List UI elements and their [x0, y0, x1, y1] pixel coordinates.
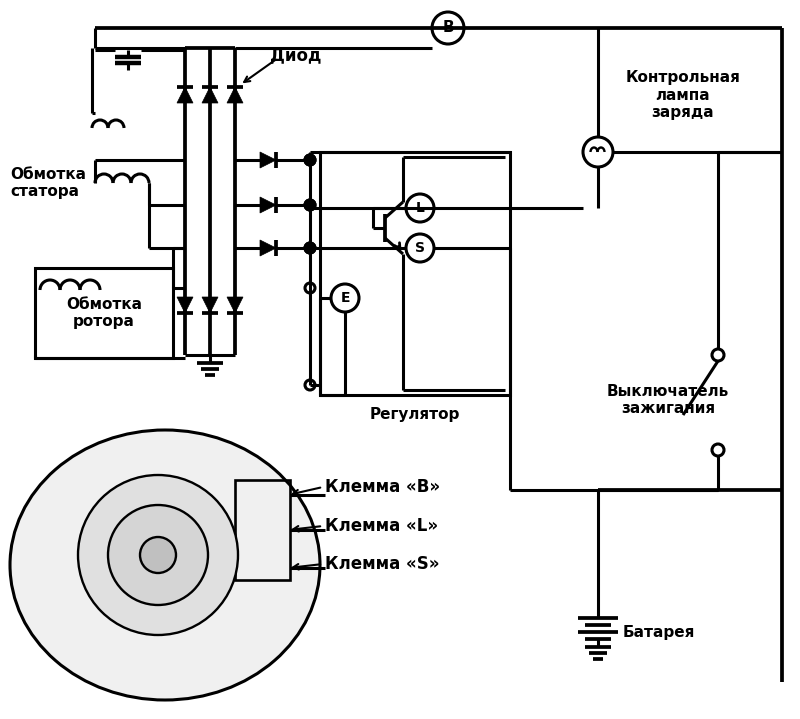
Polygon shape [177, 297, 193, 313]
Circle shape [78, 475, 238, 635]
Polygon shape [227, 87, 243, 103]
Polygon shape [260, 152, 276, 168]
Text: E: E [340, 291, 350, 305]
Text: Обмотка
ротора: Обмотка ротора [66, 297, 142, 329]
Text: Батарея: Батарея [623, 625, 695, 639]
Text: Клемма «S»: Клемма «S» [325, 555, 439, 573]
Text: Клемма «L»: Клемма «L» [325, 517, 438, 535]
Ellipse shape [10, 430, 320, 700]
Circle shape [305, 155, 315, 165]
Bar [35, 268, 173, 358]
Circle shape [712, 349, 724, 361]
Circle shape [140, 537, 176, 573]
Circle shape [331, 284, 359, 312]
Circle shape [305, 380, 315, 390]
Text: S: S [415, 241, 425, 255]
Circle shape [305, 200, 315, 210]
Bar [320, 152, 510, 395]
Circle shape [305, 283, 315, 293]
Polygon shape [202, 297, 218, 313]
Circle shape [305, 200, 315, 210]
Circle shape [108, 505, 208, 605]
Polygon shape [260, 240, 276, 256]
Text: Клемма «B»: Клемма «B» [325, 478, 440, 496]
Circle shape [432, 12, 464, 44]
Polygon shape [177, 87, 193, 103]
Text: L: L [415, 201, 425, 215]
Text: Обмотка
статора: Обмотка статора [10, 167, 86, 199]
Text: Диод: Диод [270, 46, 322, 64]
Polygon shape [227, 297, 243, 313]
Text: B: B [442, 21, 454, 35]
Circle shape [583, 137, 613, 167]
Text: Контрольная
лампа
заряда: Контрольная лампа заряда [626, 70, 741, 120]
Polygon shape [260, 197, 276, 213]
Circle shape [406, 194, 434, 222]
Text: Выключатель
зажигания: Выключатель зажигания [607, 384, 729, 416]
Polygon shape [202, 87, 218, 103]
Text: Регулятор: Регулятор [370, 408, 460, 423]
Bar [235, 480, 290, 580]
Circle shape [406, 234, 434, 262]
Circle shape [305, 155, 315, 165]
Circle shape [712, 444, 724, 456]
Circle shape [305, 243, 315, 253]
Circle shape [305, 243, 315, 253]
